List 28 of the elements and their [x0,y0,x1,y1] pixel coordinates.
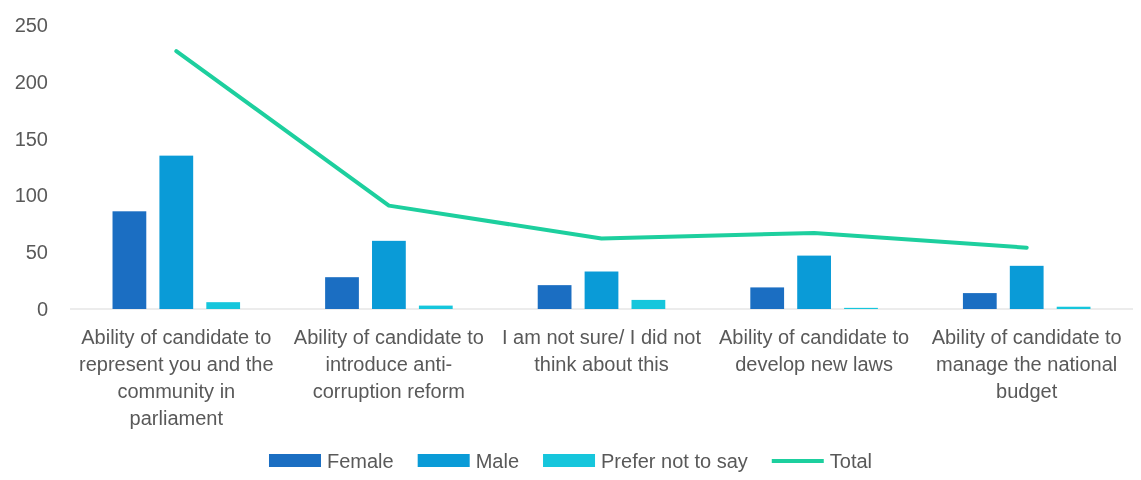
x-tick-label: Ability of candidate to represent you and the community in parliament [79,326,274,429]
x-tick-label: Ability of candidate to develop new laws [719,326,910,375]
y-tick-label: 250 [14,14,48,36]
y-tick-label: 100 [14,184,48,207]
bar [159,155,194,309]
bar [206,302,241,309]
x-tick-label: Ability of candidate to manage the national budget [931,326,1122,402]
bar [325,277,359,309]
y-tick-label: 200 [14,70,48,93]
legend-label: Female [326,450,394,472]
x-tick-label: Ability of candidate to introduce anti-corruption reform [293,326,484,402]
legend-label: Male [475,450,520,472]
bar [797,255,831,309]
bar [631,299,666,309]
y-tick-label: 0 [36,298,48,320]
bar [962,293,997,309]
line-series [174,49,1029,250]
bar [112,211,147,309]
bar [372,240,406,309]
y-tick-label: 50 [25,241,48,264]
bar [584,271,619,309]
y-tick-label: 150 [14,127,48,150]
bar [1009,265,1044,309]
legend-label: Prefer not to say [601,450,748,472]
legend-label: Total [829,450,873,472]
x-tick-label: I am not sure/ I did not think about this [502,326,702,375]
bar [750,287,785,309]
bar [537,285,572,309]
